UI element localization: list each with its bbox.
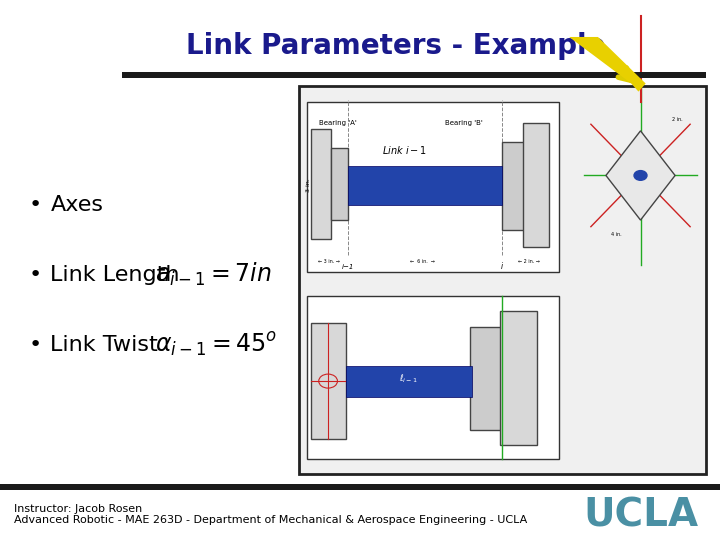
Text: Instructor: Jacob Rosen: Instructor: Jacob Rosen [14, 504, 143, 514]
FancyBboxPatch shape [122, 72, 706, 78]
Text: Link Twist: Link Twist [50, 335, 158, 355]
Text: i: i [501, 262, 503, 271]
Text: •: • [29, 335, 42, 355]
FancyBboxPatch shape [503, 143, 526, 230]
FancyBboxPatch shape [469, 327, 502, 430]
Text: Link Parameters - Example: Link Parameters - Example [186, 32, 606, 60]
FancyBboxPatch shape [311, 323, 346, 440]
Text: 3 in.: 3 in. [307, 178, 312, 192]
Text: Bearing 'B': Bearing 'B' [445, 120, 483, 126]
Text: $\alpha_{i-1} = 45^o$: $\alpha_{i-1} = 45^o$ [155, 331, 277, 359]
Polygon shape [569, 37, 646, 92]
Text: $a_{i-1} = 7in$: $a_{i-1} = 7in$ [155, 261, 271, 288]
FancyBboxPatch shape [523, 123, 549, 247]
FancyBboxPatch shape [348, 166, 502, 205]
Text: Link Length: Link Length [50, 265, 180, 285]
Text: •: • [29, 195, 42, 215]
Circle shape [634, 171, 647, 180]
Text: ←  6 in.  →: ← 6 in. → [410, 259, 436, 264]
Text: Axes: Axes [50, 195, 104, 215]
Text: 2 in.: 2 in. [672, 117, 683, 122]
FancyBboxPatch shape [331, 148, 348, 220]
Text: i−1: i−1 [341, 264, 354, 269]
Text: Advanced Robotic - MAE 263D - Department of Mechanical & Aerospace Engineering -: Advanced Robotic - MAE 263D - Department… [14, 515, 528, 525]
Text: ← 3 in. →: ← 3 in. → [318, 259, 341, 264]
Text: •: • [29, 265, 42, 285]
FancyBboxPatch shape [299, 86, 706, 474]
Text: $\ell_{i-1}$: $\ell_{i-1}$ [399, 373, 418, 386]
Text: $Link\ i-1$: $Link\ i-1$ [382, 144, 427, 156]
Text: Bearing 'A': Bearing 'A' [319, 120, 357, 126]
FancyBboxPatch shape [307, 296, 559, 458]
Polygon shape [606, 131, 675, 220]
FancyBboxPatch shape [307, 102, 559, 273]
Text: 4 in.: 4 in. [611, 232, 621, 237]
FancyBboxPatch shape [0, 484, 720, 490]
FancyBboxPatch shape [500, 311, 537, 445]
FancyBboxPatch shape [346, 366, 472, 396]
FancyBboxPatch shape [311, 129, 331, 239]
Text: UCLA: UCLA [583, 497, 698, 535]
Text: ← 2 in. →: ← 2 in. → [518, 259, 539, 264]
